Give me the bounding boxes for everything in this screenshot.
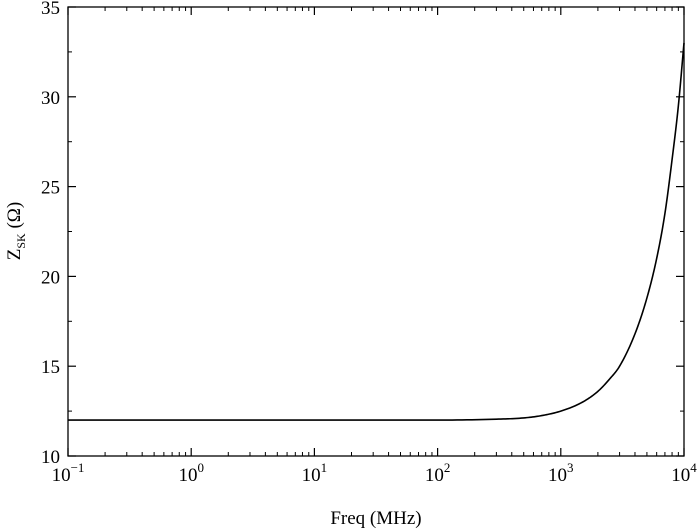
y-tick-label: 10: [41, 447, 60, 468]
x-tick-label: 104: [671, 460, 697, 486]
y-tick-label: 35: [41, 0, 60, 19]
y-axis-title-main: Z: [4, 249, 25, 261]
series-line-0: [68, 42, 685, 421]
x-tick-label-base: 10: [671, 465, 690, 486]
x-tick-label-base: 10: [178, 465, 197, 486]
y-tick-label: 15: [41, 357, 60, 378]
x-tick-labels: 10−1 100 101 102 103 104: [52, 460, 698, 486]
x-tick-label-base: 10: [52, 465, 71, 486]
y-tick-label: 30: [41, 88, 60, 109]
y-tick-labels: 10 15 20 25 30 35: [41, 0, 60, 468]
tick-marks: [67, 6, 685, 457]
series-lines: [68, 42, 685, 421]
x-tick-label-base: 10: [302, 465, 321, 486]
y-axis-title-subscript: SK: [14, 233, 28, 249]
x-tick-label: 103: [548, 460, 574, 486]
x-tick-label: 10−1: [52, 460, 85, 486]
x-tick-label-exponent: −1: [71, 460, 85, 475]
x-axis-title: Freq (MHz): [330, 508, 421, 529]
x-tick-label-exponent: 4: [690, 460, 697, 475]
x-tick-label-base: 10: [425, 465, 444, 486]
plot-area-frame: [67, 6, 685, 457]
y-axis-title: ZSK (Ω): [4, 202, 28, 260]
x-tick-label-base: 10: [548, 465, 567, 486]
x-tick-label: 102: [425, 460, 451, 486]
x-tick-label-exponent: 1: [321, 460, 328, 475]
x-tick-label-exponent: 3: [567, 460, 574, 475]
y-tick-label: 20: [41, 267, 60, 288]
y-tick-label: 25: [41, 178, 60, 199]
y-axis-title-unit: (Ω): [4, 202, 25, 234]
x-tick-label-exponent: 0: [197, 460, 204, 475]
x-tick-label: 101: [302, 460, 328, 486]
x-tick-label: 100: [178, 460, 204, 486]
x-tick-label-exponent: 2: [444, 460, 451, 475]
